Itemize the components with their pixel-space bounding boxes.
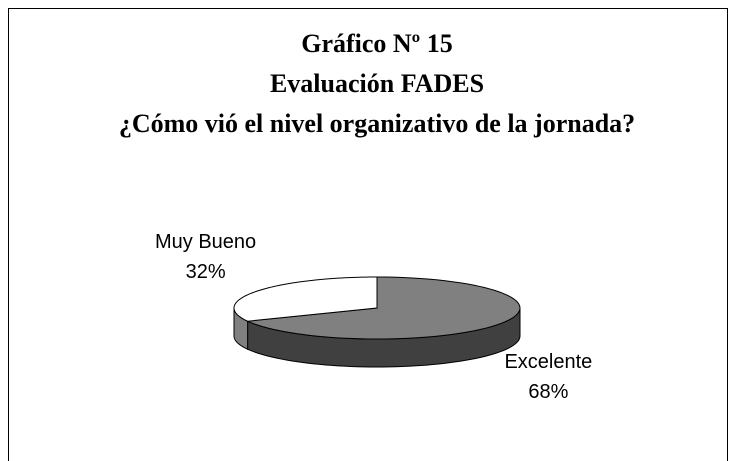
pie-slice <box>233 276 378 322</box>
title-line: Evaluación FADES <box>269 69 485 98</box>
slice-label: Muy Bueno <box>155 231 256 253</box>
slice-label: Excelente <box>504 351 592 373</box>
title-line: Gráfico Nº 15 <box>301 29 453 58</box>
title-line: ¿Cómo vió el nivel organizativo de la jo… <box>118 109 636 138</box>
slice-value-label: 68% <box>528 381 568 403</box>
slice-value-label: 32% <box>186 261 226 283</box>
frame <box>8 8 728 461</box>
pie-slice <box>245 276 521 340</box>
chart-title: Gráfico Nº 15 Evaluación FADES ¿Cómo vió… <box>117 24 637 144</box>
